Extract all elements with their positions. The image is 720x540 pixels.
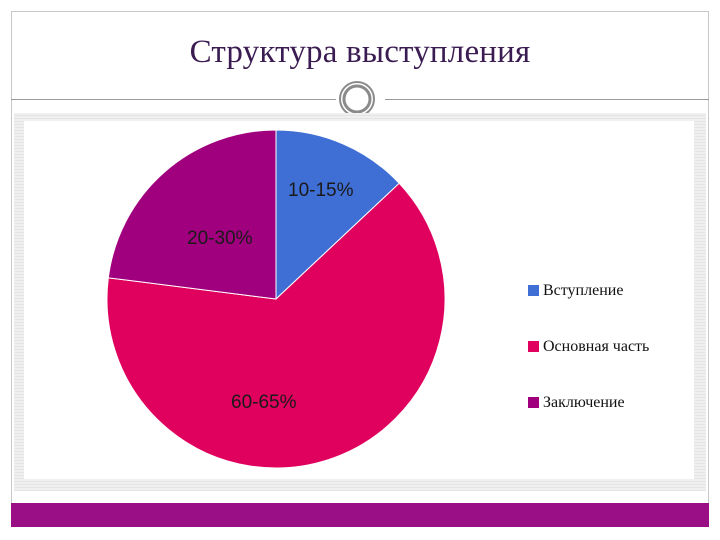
pie-slice-conclusion — [107, 129, 277, 300]
data-label-intro: 10-15% — [288, 180, 354, 201]
data-label-conclusion: 20-30% — [187, 228, 253, 249]
slide-title: Структура выступления — [189, 34, 531, 70]
pie-slice-intro — [275, 129, 400, 301]
pie-slice-main — [106, 182, 446, 469]
legend-item-conclusion: Заключение — [528, 394, 625, 412]
legend-label: Основная часть — [543, 338, 650, 355]
legend-item-intro: Вступление — [528, 282, 623, 300]
legend-swatch — [528, 341, 539, 352]
title-divider-left — [11, 99, 336, 100]
footer-band — [11, 503, 709, 527]
title-divider-right — [385, 99, 709, 100]
legend-swatch — [528, 285, 539, 296]
legend-swatch — [528, 397, 539, 408]
legend-label: Заключение — [543, 394, 625, 411]
legend-label: Вступление — [543, 282, 624, 299]
data-label-main: 60-65% — [231, 392, 297, 413]
legend-item-main: Основная часть — [528, 338, 649, 356]
circle-ornament-icon — [339, 81, 375, 117]
